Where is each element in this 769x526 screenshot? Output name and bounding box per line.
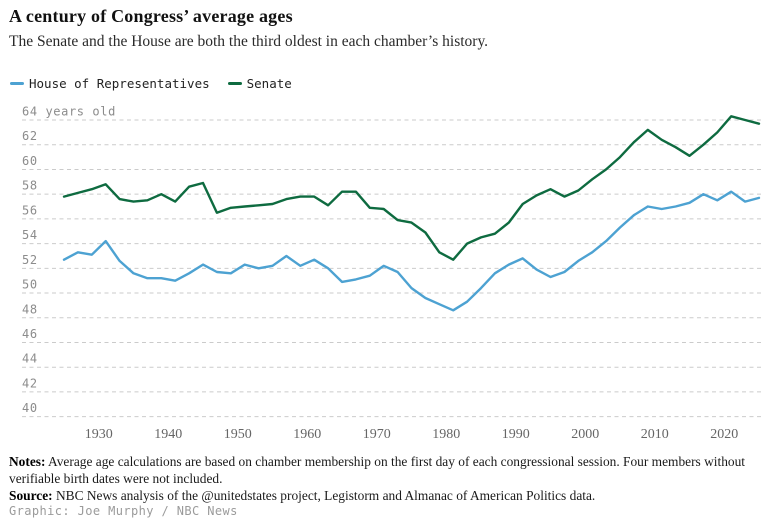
senate-line-swatch-icon (227, 82, 242, 85)
y-tick-label: 56 (22, 203, 38, 217)
y-tick-label: 44 (22, 352, 38, 366)
y-tick-label: 54 (22, 228, 38, 242)
y-tick-label: 60 (22, 154, 38, 168)
x-tick-label: 1930 (85, 427, 113, 442)
house-line (62, 190, 761, 312)
legend-label-senate: Senate (246, 76, 292, 91)
chart-legend: House of Representatives Senate (10, 76, 292, 91)
y-tick-label: 40 (22, 401, 38, 415)
senate-line (62, 115, 761, 261)
x-tick-label: 2000 (571, 427, 599, 442)
y-tick-label: 52 (22, 253, 38, 267)
legend-label-house: House of Representatives (29, 76, 210, 91)
y-tick-label: 50 (22, 278, 38, 292)
x-tick-label: 1980 (432, 427, 460, 442)
house-line-swatch-icon (10, 82, 24, 85)
legend-item-house: House of Representatives (10, 76, 210, 91)
graphic-credit: Graphic: Joe Murphy / NBC News (9, 504, 238, 518)
x-tick-label: 2020 (710, 427, 738, 442)
y-tick-label: 58 (22, 179, 38, 193)
y-tick-label: 46 (22, 327, 38, 341)
notes-block: Notes: Average age calculations are base… (9, 453, 761, 504)
x-tick-label: 1960 (293, 427, 321, 442)
legend-item-senate: Senate (227, 76, 292, 91)
source-text: Source: NBC News analysis of the @united… (9, 488, 596, 503)
page-subtitle: The Senate and the House are both the th… (9, 33, 489, 50)
x-tick-label: 2010 (641, 427, 669, 442)
page-title: A century of Congress’ average ages (9, 6, 293, 26)
y-tick-label: 62 (22, 129, 38, 143)
notes-text: Notes: Average age calculations are base… (9, 454, 746, 486)
x-tick-label: 1940 (154, 427, 182, 442)
y-tick-label: 64 years old (22, 105, 116, 119)
y-tick-label: 48 (22, 302, 38, 316)
x-tick-label: 1970 (363, 427, 391, 442)
x-tick-label: 1990 (502, 427, 530, 442)
y-tick-label: 42 (22, 376, 38, 390)
x-tick-label: 1950 (224, 427, 252, 442)
